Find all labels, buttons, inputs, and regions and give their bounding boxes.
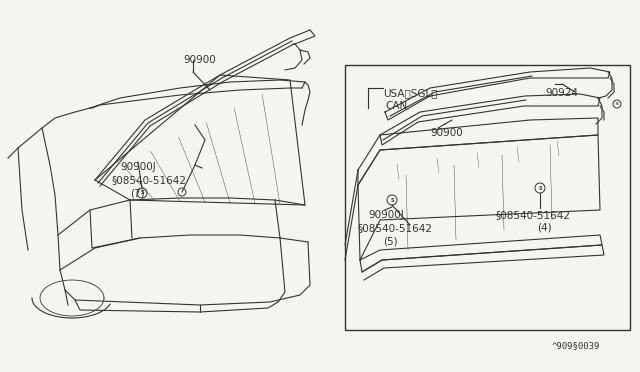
Text: S: S bbox=[616, 102, 618, 106]
Text: §08540-51642: §08540-51642 bbox=[358, 223, 433, 233]
Text: S: S bbox=[140, 190, 144, 196]
Text: S: S bbox=[538, 186, 541, 190]
Text: (5): (5) bbox=[383, 236, 397, 246]
Text: 90900J: 90900J bbox=[368, 210, 404, 220]
Text: 90900: 90900 bbox=[430, 128, 463, 138]
Text: (4): (4) bbox=[537, 223, 552, 233]
Text: §08540-51642: §08540-51642 bbox=[112, 175, 187, 185]
Text: 90900J: 90900J bbox=[120, 162, 156, 172]
Text: S: S bbox=[390, 198, 394, 202]
Text: USA〈SGL〉: USA〈SGL〉 bbox=[383, 88, 438, 98]
Bar bbox=[345, 65, 630, 330]
Text: 90924: 90924 bbox=[545, 88, 578, 98]
Text: (7): (7) bbox=[130, 188, 145, 198]
Text: §08540-51642: §08540-51642 bbox=[495, 210, 570, 220]
Text: 90900: 90900 bbox=[183, 55, 216, 65]
Text: CAN: CAN bbox=[385, 101, 407, 111]
Text: ^909§0039: ^909§0039 bbox=[552, 341, 600, 350]
